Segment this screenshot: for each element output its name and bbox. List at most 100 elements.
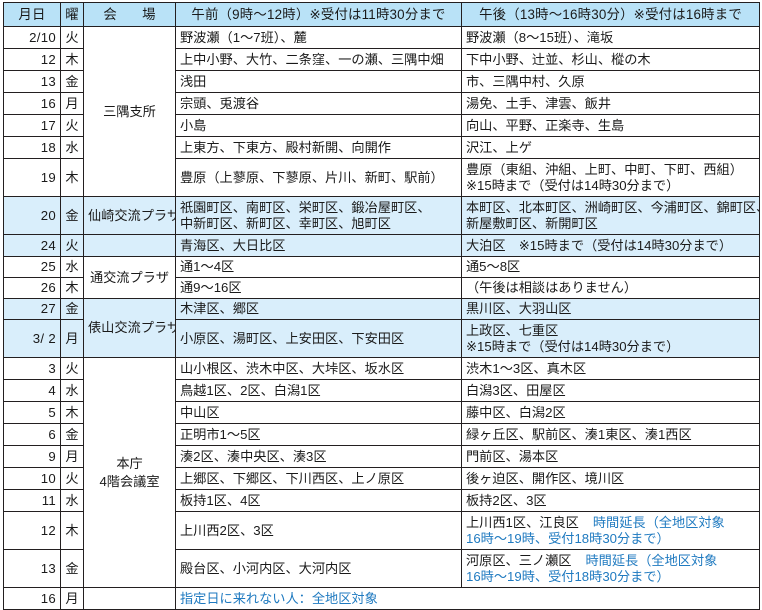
cell-afternoon: 沢江、上ゲ bbox=[461, 136, 760, 159]
table-body: 2/10 火 三隅支所 野波瀬（1～7班）、麓 野波瀬（8～15班）、滝坂 12… bbox=[3, 26, 760, 610]
afternoon-note: ※15時まで（受付は14時30分まで） bbox=[466, 177, 680, 193]
cell-morning: 木津区、郷区 bbox=[175, 298, 462, 320]
cell-afternoon: 豊原（東組、沖組、上町、中町、下町、西組） ※15時まで（受付は14時30分まで… bbox=[461, 158, 760, 197]
cell-morning: 上中小野、大竹、二条窪、一の瀬、三隅中畑 bbox=[175, 48, 462, 71]
cell-date: 25 bbox=[3, 256, 61, 278]
table-header: 月日 曜 会 場 午前（9時～12時）※受付は11時30分まで 午後（13時～1… bbox=[3, 2, 760, 27]
cell-dayofweek: 金 bbox=[60, 70, 84, 93]
cell-afternoon: 上政区、七重区 ※15時まで（受付は14時30分まで） bbox=[461, 319, 760, 358]
schedule-container: 月日 曜 会 場 午前（9時～12時）※受付は11時30分まで 午後（13時～1… bbox=[3, 2, 760, 610]
table-row: 16 月 宗頭、兎渡谷 湯免、土手、津雲、飯井 bbox=[3, 92, 760, 115]
cell-date: 3/ 2 bbox=[3, 319, 61, 358]
cell-morning: 浅田 bbox=[175, 70, 462, 93]
extended-hours-note-1: 時間延長（全地区対象 bbox=[585, 552, 718, 568]
cell-afternoon: 後ヶ迫区、開作区、境川区 bbox=[461, 467, 760, 490]
cell-venue-tawarayama: 俵山交流プラザ bbox=[83, 298, 176, 358]
cell-date: 5 bbox=[3, 401, 61, 424]
cell-morning: 通9～16区 bbox=[175, 277, 462, 299]
cell-morning: 板持1区、4区 bbox=[175, 489, 462, 512]
cell-date: 19 bbox=[3, 158, 61, 197]
cell-date: 26 bbox=[3, 277, 61, 299]
cell-dayofweek: 月 bbox=[60, 92, 84, 115]
table-row: 27 金 俵山交流プラザ 木津区、郷区 黒川区、大羽山区 bbox=[3, 298, 760, 358]
table-row: 9 月 湊2区、湊中央区、湊3区 門前区、湯本区 bbox=[3, 445, 760, 468]
cell-dayofweek: 木 bbox=[60, 401, 84, 424]
cell-morning: 山小根区、渋木中区、大垰区、坂水区 bbox=[175, 357, 462, 380]
cell-date: 13 bbox=[3, 549, 61, 588]
afternoon-districts: 河原区、三ノ瀬区 bbox=[466, 552, 572, 568]
cell-afternoon: 下中小野、辻並、杉山、樅の木 bbox=[461, 48, 760, 71]
table-row: 2/10 火 三隅支所 野波瀬（1～7班）、麓 野波瀬（8～15班）、滝坂 bbox=[3, 26, 760, 197]
cell-dayofweek: 月 bbox=[60, 445, 84, 468]
cell-date: 13 bbox=[3, 70, 61, 93]
table-row: 16 月 指定日に来れない人：全地区対象 bbox=[3, 587, 760, 610]
cell-venue-honcho: 本庁 4階会議室 bbox=[83, 357, 176, 588]
cell-date: 18 bbox=[3, 136, 61, 159]
cell-afternoon: 門前区、湯本区 bbox=[461, 445, 760, 468]
morning-line-1: 祇園町区、南町区、栄町区、鍛冶屋町区、 bbox=[180, 199, 431, 215]
cell-afternoon: 通5～8区 bbox=[461, 256, 760, 278]
afternoon-line-1: 豊原（東組、沖組、上町、中町、下町、西組） bbox=[466, 161, 743, 177]
afternoon-line-1: 上政区、七重区 bbox=[466, 322, 559, 338]
column-header-afternoon: 午後（13時～16時30分）※受付は16時まで bbox=[461, 2, 760, 27]
cell-afternoon: 湯免、土手、津雲、飯井 bbox=[461, 92, 760, 115]
table-row: 19 木 豊原（上蓼原、下蓼原、片川、新町、駅前） 豊原（東組、沖組、上町、中町… bbox=[3, 158, 760, 197]
cell-date: 16 bbox=[3, 587, 61, 610]
cell-morning: 上郷区、下郷区、下川西区、上ノ原区 bbox=[175, 467, 462, 490]
table-row: 25 水 通交流プラザ 通1～4区 通5～8区 bbox=[3, 256, 760, 299]
cell-afternoon: （午後は相談はありません） bbox=[461, 277, 760, 299]
cell-date: 3 bbox=[3, 357, 61, 380]
cell-morning: 豊原（上蓼原、下蓼原、片川、新町、駅前） bbox=[175, 158, 462, 197]
table-row: 18 水 上東方、下東方、殿村新開、向開作 沢江、上ゲ bbox=[3, 136, 760, 159]
cell-dayofweek: 月 bbox=[60, 587, 84, 610]
cell-morning: 通1～4区 bbox=[175, 256, 462, 278]
cell-morning: 殿台区、小河内区、大河内区 bbox=[175, 549, 462, 588]
cell-dayofweek: 水 bbox=[60, 379, 84, 402]
cell-afternoon: 黒川区、大羽山区 bbox=[461, 298, 760, 320]
venue-honcho-line-1: 本庁 bbox=[116, 456, 143, 472]
table-row: 6 金 正明市1～5区 緑ヶ丘区、駅前区、湊1東区、湊1西区 bbox=[3, 423, 760, 446]
cell-afternoon: 大泊区 ※15時まで（受付は14時30分まで） bbox=[461, 234, 760, 257]
cell-morning: 祇園町区、南町区、栄町区、鍛冶屋町区、 中新町区、新町区、幸町区、旭町区 bbox=[175, 196, 462, 235]
cell-morning: 小原区、湯町区、上安田区、下安田区 bbox=[175, 319, 462, 358]
cell-venue-kayoi: 通交流プラザ bbox=[83, 256, 176, 299]
extended-hours-note-2: 16時～19時、受付18時30分まで） bbox=[466, 568, 670, 584]
cell-dayofweek: 木 bbox=[60, 277, 84, 299]
cell-venue-senzaki: 仙崎交流プラザ bbox=[83, 196, 176, 235]
cell-date: 17 bbox=[3, 114, 61, 137]
cell-dayofweek: 火 bbox=[60, 26, 84, 49]
cell-date: 11 bbox=[3, 489, 61, 512]
cell-dayofweek: 金 bbox=[60, 298, 84, 320]
table-row: 24 火 青海区、大日比区 大泊区 ※15時まで（受付は14時30分まで） bbox=[3, 234, 760, 257]
afternoon-line-1: 上川西1区、江良区 時間延長（全地区対象 bbox=[466, 515, 755, 531]
cell-venue-blank bbox=[83, 587, 176, 610]
cell-afternoon: 上川西1区、江良区 時間延長（全地区対象 16時～19時、受付18時30分まで） bbox=[461, 511, 760, 550]
header-row: 月日 曜 会 場 午前（9時～12時）※受付は11時30分まで 午後（13時～1… bbox=[3, 2, 760, 27]
cell-date: 10 bbox=[3, 467, 61, 490]
cell-dayofweek: 水 bbox=[60, 256, 84, 278]
cell-afternoon: 藤中区、白潟2区 bbox=[461, 401, 760, 424]
table-row: 3 火 本庁 4階会議室 山小根区、渋木中区、大垰区、坂水区 渋木1～3区、真木… bbox=[3, 357, 760, 588]
afternoon-note: ※15時まで（受付は14時30分まで） bbox=[466, 338, 680, 354]
cell-date: 9 bbox=[3, 445, 61, 468]
cell-date: 12 bbox=[3, 511, 61, 550]
cell-morning: 正明市1～5区 bbox=[175, 423, 462, 446]
cell-afternoon: 本町区、北本町区、洲崎町区、今浦町区、錦町区、 新屋敷町区、新開町区 bbox=[461, 196, 760, 235]
cell-date: 6 bbox=[3, 423, 61, 446]
cell-date: 16 bbox=[3, 92, 61, 115]
cell-date: 12 bbox=[3, 48, 61, 71]
cell-date: 24 bbox=[3, 234, 61, 257]
cell-morning: 野波瀬（1～7班）、麓 bbox=[175, 26, 462, 49]
cell-afternoon: 板持2区、3区 bbox=[461, 489, 760, 512]
cell-makeup-day-note: 指定日に来れない人：全地区対象 bbox=[175, 587, 760, 610]
cell-morning: 青海区、大日比区 bbox=[175, 234, 462, 257]
cell-afternoon: 市、三隅中村、久原 bbox=[461, 70, 760, 93]
column-header-morning: 午前（9時～12時）※受付は11時30分まで bbox=[175, 2, 462, 27]
cell-venue-blank bbox=[83, 234, 176, 257]
cell-afternoon: 白潟3区、田屋区 bbox=[461, 379, 760, 402]
cell-dayofweek: 金 bbox=[60, 423, 84, 446]
cell-morning: 上川西2区、3区 bbox=[175, 511, 462, 550]
extended-hours-note-2: 16時～19時、受付18時30分まで） bbox=[466, 530, 670, 546]
cell-morning: 鳥越1区、2区、白潟1区 bbox=[175, 379, 462, 402]
venue-honcho-line-2: 4階会議室 bbox=[99, 473, 160, 489]
